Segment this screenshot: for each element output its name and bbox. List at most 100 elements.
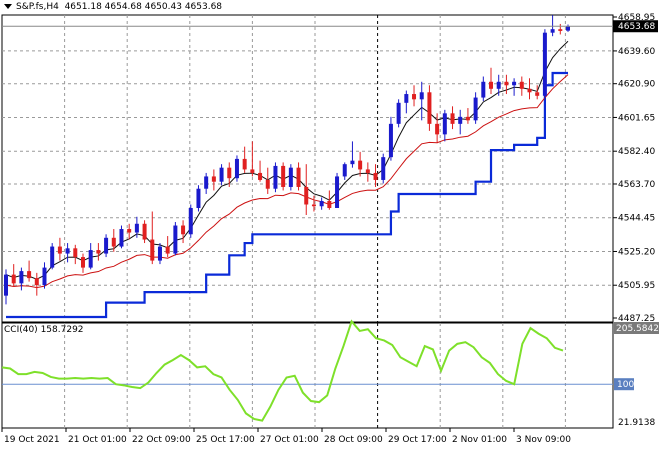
candle: [104, 234, 109, 258]
candle: [157, 243, 162, 265]
candle-body: [412, 94, 417, 100]
candle: [304, 164, 309, 216]
candle: [350, 141, 355, 168]
price-axis-label: 4563.70: [618, 180, 655, 190]
candle: [50, 243, 55, 270]
candle-body: [80, 257, 85, 268]
indicator-header: CCI(40) 158.7292: [4, 325, 84, 335]
candle: [96, 243, 101, 261]
cci-top-label: 205.5842: [616, 324, 659, 334]
candle: [134, 216, 139, 238]
time-axis-label: 19 Oct 2021: [4, 435, 60, 445]
candle: [4, 269, 8, 305]
cci-bottom-label: 21.9138: [618, 418, 655, 428]
candle-body: [111, 237, 116, 247]
candle: [11, 264, 16, 287]
candle: [204, 172, 209, 194]
candle-body: [288, 167, 293, 187]
candle: [234, 155, 239, 182]
candle-body: [27, 271, 32, 279]
moving-average-slow: [5, 74, 569, 289]
candle-body: [381, 157, 386, 180]
candle-body: [373, 172, 378, 180]
candle-body: [550, 29, 555, 33]
candle: [519, 76, 524, 96]
dropdown-arrow-icon[interactable]: [4, 4, 12, 9]
candle: [535, 85, 540, 100]
candle: [311, 195, 316, 212]
candle-body: [281, 165, 286, 187]
candle: [319, 197, 324, 210]
candle-body: [435, 123, 440, 135]
time-axis-label: 22 Oct 09:00: [132, 435, 191, 445]
cci-level-tag: [614, 378, 634, 391]
candle-body: [181, 225, 186, 235]
candle: [442, 109, 447, 142]
candle-body: [73, 248, 78, 258]
time-axis-label: 3 Nov 09:00: [516, 435, 571, 445]
time-axis-label: 29 Oct 17:00: [388, 435, 447, 445]
candle: [481, 76, 486, 102]
candle-body: [142, 223, 147, 240]
candle: [381, 153, 386, 184]
candle-body: [304, 186, 309, 205]
candle: [80, 253, 85, 273]
candle: [173, 222, 178, 256]
candle: [73, 244, 78, 265]
candle-body: [134, 223, 139, 233]
candle: [473, 92, 478, 124]
candle: [288, 164, 293, 191]
candle-body: [4, 274, 8, 296]
candle: [181, 220, 186, 244]
cci-top-tag: [614, 322, 659, 334]
candle-body: [566, 26, 570, 31]
candle: [127, 223, 132, 240]
candle-body: [127, 229, 132, 233]
time-axis-label: 25 Oct 17:00: [196, 435, 255, 445]
candle-body: [150, 239, 155, 261]
candle-body: [165, 246, 170, 254]
candle: [273, 162, 278, 193]
candle-body: [427, 92, 432, 124]
candle-body: [173, 225, 178, 254]
candle: [142, 220, 147, 244]
candle: [19, 267, 24, 291]
current-price-label: 4653.68: [618, 22, 655, 32]
candle-body: [419, 92, 424, 100]
candle: [57, 237, 62, 261]
candle-body: [319, 200, 324, 207]
candle-body: [473, 97, 478, 121]
candle-body: [481, 81, 486, 98]
candle: [465, 108, 470, 124]
candle-body: [204, 176, 209, 189]
candle: [458, 109, 463, 135]
candle: [435, 113, 440, 144]
symbol-label: S&P.fs,H4: [16, 2, 59, 12]
candle-body: [450, 113, 455, 124]
candle: [119, 225, 124, 249]
candle: [450, 106, 455, 130]
candle: [419, 81, 424, 121]
candle-body: [104, 237, 109, 254]
candle: [281, 162, 286, 191]
candle-body: [258, 172, 263, 180]
indicator-panel-frame: [1, 322, 614, 429]
price-axis-label: 4487.25: [618, 314, 655, 324]
candle: [388, 116, 393, 161]
ohlc-values: 4651.18 4654.68 4650.43 4653.68: [64, 2, 223, 12]
candle: [242, 146, 247, 173]
candle-body: [358, 160, 363, 170]
candle-body: [504, 81, 509, 86]
price-axis-label: 4658.95: [618, 13, 655, 23]
candle: [566, 24, 570, 32]
stop-line: [6, 71, 568, 319]
main-panel-frame: [1, 14, 614, 323]
price-axis-label: 4582.40: [618, 147, 655, 157]
candle-body: [227, 167, 232, 179]
candle-body: [234, 158, 239, 179]
candle: [27, 260, 32, 282]
candle: [412, 85, 417, 107]
time-axis-label: 2 Nov 01:00: [452, 435, 507, 445]
